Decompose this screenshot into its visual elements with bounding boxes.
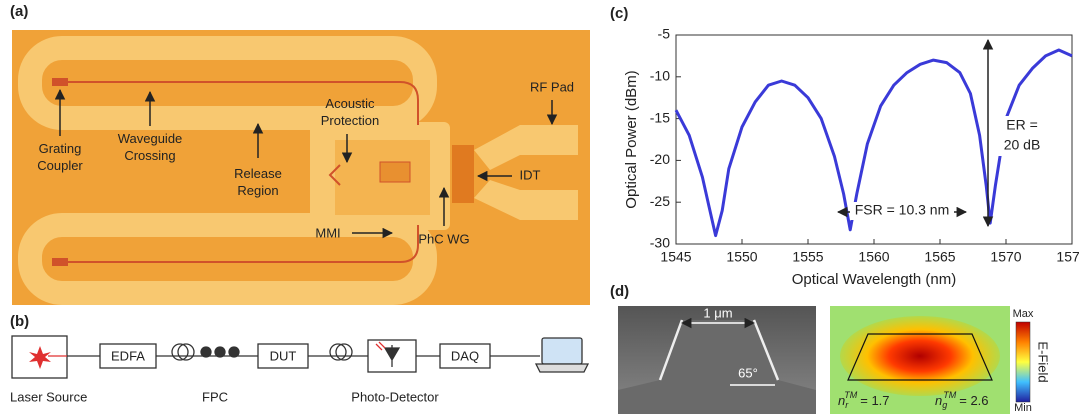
annotation-bg [850,202,954,220]
annotation: 20 dB [1004,137,1041,153]
x-axis-label: Optical Wavelength (nm) [792,271,957,288]
data-line [674,48,1073,238]
colorbar-label: Min [1014,402,1032,414]
y-tick-label: -15 [650,109,670,125]
y-tick-label: -30 [650,235,670,251]
field-image [830,306,1031,414]
annotation: 65° [738,365,758,380]
sem-image [618,306,816,414]
annotation: 1 μm [703,305,732,320]
box-label: DUT [270,348,297,363]
caption: Laser Source [10,389,87,404]
setup-diagram [11,335,590,379]
index-label: ngTM = 2.6 [935,390,989,410]
annotation: PhC WG [418,231,469,246]
y-axis-label: Optical Power (dBm) [623,70,640,208]
x-tick-label: 1570 [990,249,1021,265]
index-label: nrTM = 1.7 [838,390,890,410]
x-tick-label: 1555 [792,249,823,265]
caption: Photo-Detector [351,389,439,404]
panel-label: (c) [610,5,628,22]
box-label: EDFA [111,348,145,363]
annotation: Waveguide Crossing [118,131,183,163]
colorbar-title: E-Field [1036,341,1051,382]
micrograph [12,30,590,305]
annotation: MMI [315,225,340,240]
panel-label: (d) [610,283,629,300]
annotation: IDT [520,167,541,182]
panel-label: (b) [10,313,29,330]
panel-label: (a) [10,3,28,20]
x-tick-label: 1545 [660,249,691,265]
annotation: FSR = 10.3 nm [855,202,950,218]
y-tick-label: -10 [650,68,670,84]
annotation: RF Pad [530,79,574,94]
x-tick-label: 1560 [858,249,889,265]
caption: FPC [202,389,228,404]
x-tick-label: 1575 [1056,249,1079,265]
micrograph-arrows [54,88,558,239]
y-tick-label: -5 [658,26,671,42]
colorbar-label: Max [1013,308,1034,320]
annotation: ER = [1006,117,1038,133]
y-tick-label: -25 [650,193,670,209]
chart: 1545 1550 1555 1560 1565 1570 1575 -30 -25 -20 -15… [623,26,1079,288]
x-tick-label: 1550 [726,249,757,265]
x-tick-label: 1565 [924,249,955,265]
y-tick-label: -20 [650,151,670,167]
box-label: DAQ [451,348,479,363]
annotation: Grating Coupler [37,141,83,173]
annotation: Release Region [234,166,282,198]
annotation: Acoustic Protection [321,96,380,128]
annotation-bg [994,116,1052,156]
